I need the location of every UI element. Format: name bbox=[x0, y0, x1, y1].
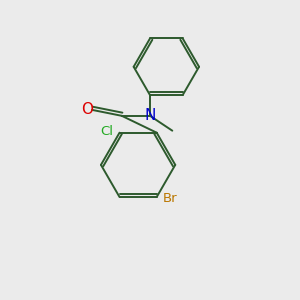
Text: Cl: Cl bbox=[100, 125, 113, 138]
Text: O: O bbox=[82, 102, 94, 117]
Text: N: N bbox=[144, 108, 156, 123]
Text: Br: Br bbox=[163, 192, 178, 205]
